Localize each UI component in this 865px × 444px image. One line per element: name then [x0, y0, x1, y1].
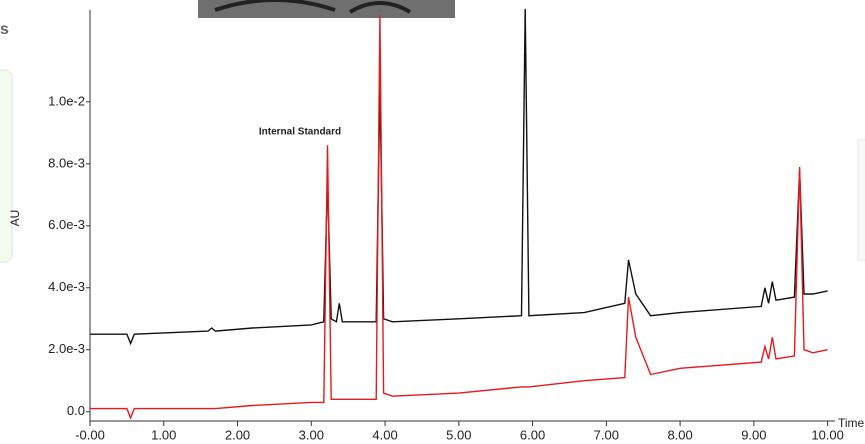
series-line: [90, 8, 828, 346]
y-tick-label: 8.0e-3: [48, 155, 85, 170]
side-panel: [857, 139, 865, 261]
y-tick-label: 2.0e-3: [48, 341, 85, 356]
side-panel: [0, 69, 13, 263]
annotation: Internal Standard: [259, 127, 341, 138]
x-tick-label: 3.00: [299, 427, 324, 442]
x-axis-label: Time: [838, 416, 865, 430]
y-tick-label: 6.0e-3: [48, 217, 85, 232]
x-tick-label: -0.00: [75, 427, 105, 442]
x-tick-label: 9.00: [741, 427, 766, 442]
x-tick-label: 1.00: [151, 427, 176, 442]
x-tick-label: 7.00: [594, 427, 619, 442]
x-tick-label: 5.00: [446, 427, 471, 442]
y-tick-label: 1.0e-2: [48, 93, 85, 108]
series-line: [90, 15, 828, 420]
x-tick-label: 8.00: [667, 427, 692, 442]
y-tick-label: 4.0e-3: [48, 279, 85, 294]
y-tick-label: 0.0: [67, 403, 85, 418]
y-axis-label: AU: [8, 210, 22, 227]
x-tick-label: 6.00: [520, 427, 545, 442]
x-tick-label: 4.00: [372, 427, 397, 442]
x-tick-label: 2.00: [225, 427, 250, 442]
x-tick-label: 10.00: [811, 427, 844, 442]
photo-detail: [214, 0, 412, 14]
side-text: s: [0, 21, 9, 38]
